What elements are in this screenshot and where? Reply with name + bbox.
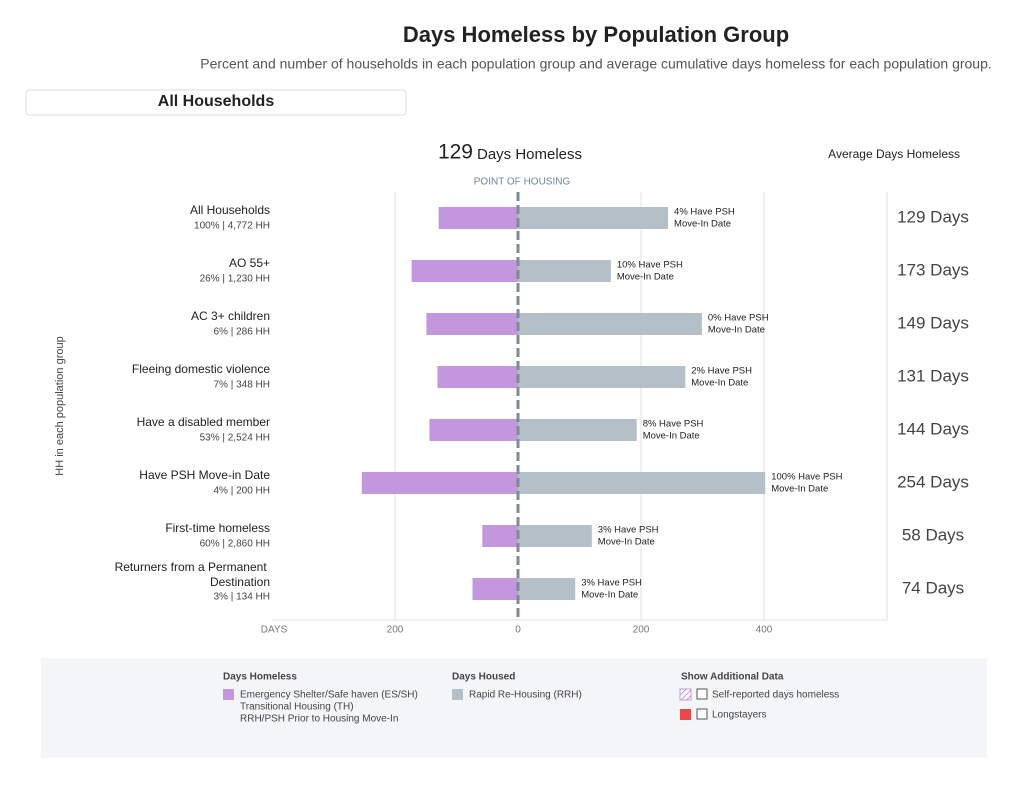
category-label: Have a disabled member: [137, 415, 270, 429]
bar: [518, 578, 576, 600]
bar: [482, 525, 518, 547]
right-column-title: Average Days Homeless: [828, 147, 960, 161]
x-tick-label: 200: [387, 625, 404, 636]
bar-annotation: 3% Have PSH: [581, 578, 642, 589]
bar: [429, 419, 518, 441]
bar-annotation: 10% Have PSH: [617, 260, 683, 271]
category-label: AO 55+: [229, 256, 270, 270]
bar: [361, 472, 518, 494]
average-days-label: 129 Days: [897, 207, 969, 226]
bar-annotation: Move-In Date: [691, 378, 748, 389]
bar-annotation: 4% Have PSH: [674, 207, 735, 218]
category-label: Returners from a Permanent Destination: [115, 560, 270, 589]
bar-annotation: Move-In Date: [674, 219, 731, 230]
category-detail: 4% | 200 HH: [213, 486, 270, 497]
bar: [518, 419, 637, 441]
checkbox-label[interactable]: Self-reported days homeless: [712, 690, 839, 701]
x-tick-label: 0: [515, 625, 521, 636]
legend-panel: [41, 658, 987, 758]
x-tick-label: 200: [633, 625, 650, 636]
bar-annotation: Move-In Date: [708, 325, 765, 336]
legend-label: Emergency Shelter/Safe haven (ES/SH): [240, 690, 418, 701]
chart-subtitle: Percent and number of households in each…: [200, 56, 992, 72]
category-label: Fleeing domestic violence: [132, 362, 270, 376]
bar: [472, 578, 518, 600]
category-detail: 7% | 348 HH: [213, 380, 270, 391]
y-axis-label: HH in each population group: [54, 336, 66, 475]
bar: [518, 525, 592, 547]
bar-annotation: 0% Have PSH: [708, 313, 769, 324]
category-detail: 26% | 1,230 HH: [200, 274, 270, 285]
bar: [518, 313, 702, 335]
bar-annotation: 3% Have PSH: [598, 525, 659, 536]
legend-title: Days Homeless: [223, 672, 297, 683]
bar: [518, 207, 669, 229]
legend-label: RRH/PSH Prior to Housing Move-In: [240, 714, 398, 725]
category-detail: 53% | 2,524 HH: [200, 433, 270, 444]
bar-annotation: Move-In Date: [643, 431, 700, 442]
filter-value[interactable]: All Households: [158, 93, 275, 110]
checkbox[interactable]: [696, 708, 708, 720]
bar: [438, 207, 518, 229]
header-value: 129: [438, 141, 473, 164]
category-detail: 3% | 134 HH: [213, 592, 270, 603]
average-days-label: 144 Days: [897, 419, 969, 438]
bar-annotation: Move-In Date: [771, 484, 828, 495]
category-detail: 60% | 2,860 HH: [200, 539, 270, 550]
header-label: Days Homeless: [477, 146, 582, 163]
legend-label: Rapid Re-Housing (RRH): [469, 690, 582, 701]
zero-line-label: POINT OF HOUSING: [474, 177, 571, 188]
checkbox[interactable]: [696, 688, 708, 700]
bar: [518, 366, 686, 388]
bar: [426, 313, 518, 335]
bar: [518, 472, 766, 494]
average-days-label: 74 Days: [902, 578, 964, 597]
average-days-label: 131 Days: [897, 366, 969, 385]
category-detail: 6% | 286 HH: [213, 327, 270, 338]
average-days-label: 149 Days: [897, 313, 969, 332]
legend-swatch: [679, 688, 692, 701]
legend-label: Transitional Housing (TH): [240, 702, 354, 713]
bar: [437, 366, 518, 388]
bar: [411, 260, 518, 282]
average-days-label: 58 Days: [902, 525, 964, 544]
category-label: First-time homeless: [165, 521, 270, 535]
category-detail: 100% | 4,772 HH: [194, 221, 270, 232]
checkbox-label[interactable]: Longstayers: [712, 710, 766, 721]
bar-annotation: 2% Have PSH: [691, 366, 752, 377]
legend-swatch: [223, 689, 234, 700]
bar-annotation: Move-In Date: [598, 537, 655, 548]
bar-annotation: Move-In Date: [617, 272, 674, 283]
legend-swatch: [680, 709, 691, 720]
bar-annotation: Move-In Date: [581, 590, 638, 601]
bar: [518, 260, 611, 282]
filter-dropdown[interactable]: [25, 89, 407, 116]
bar-annotation: 8% Have PSH: [643, 419, 704, 430]
average-days-label: 173 Days: [897, 260, 969, 279]
bar-annotation: 100% Have PSH: [771, 472, 842, 483]
category-label: Have PSH Move-in Date: [139, 468, 270, 482]
legend-swatch: [452, 689, 463, 700]
legend-title: Days Housed: [452, 672, 515, 683]
x-tick-label: 400: [756, 625, 773, 636]
legend-title: Show Additional Data: [681, 672, 784, 683]
category-label: All Households: [190, 203, 270, 217]
chart-title: Days Homeless by Population Group: [403, 22, 789, 47]
category-label: AC 3+ children: [191, 309, 270, 323]
average-days-label: 254 Days: [897, 472, 969, 491]
x-tick-label: DAYS: [261, 625, 288, 636]
